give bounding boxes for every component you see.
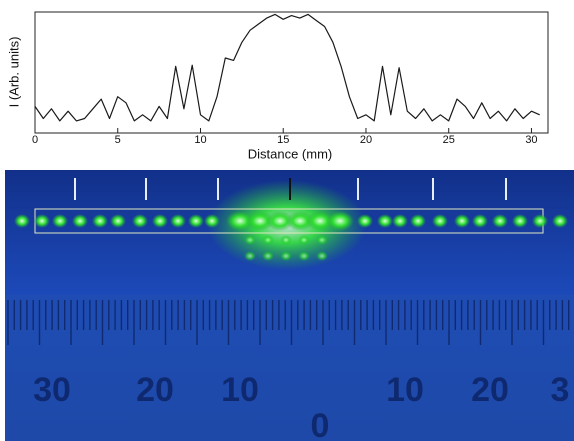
beam-spot — [170, 214, 186, 228]
x-tick-label: 10 — [194, 134, 206, 146]
x-tick-label: 25 — [443, 134, 455, 146]
beam-spot — [72, 214, 88, 228]
scale-label: 0 — [311, 407, 330, 441]
beam-spot — [52, 214, 68, 228]
x-tick-label: 0 — [32, 134, 38, 146]
scale-label: 20 — [136, 371, 174, 409]
beam-spot — [14, 214, 30, 228]
beam-spot — [188, 214, 204, 228]
beam-spot — [110, 214, 126, 228]
beam-spot — [306, 211, 334, 231]
beam-spot — [432, 214, 448, 228]
beam-spot — [152, 214, 168, 228]
beam-spot — [512, 214, 528, 228]
beam-spot — [262, 251, 274, 261]
scale-label: 3 — [551, 371, 570, 409]
beam-spot — [392, 214, 408, 228]
beam-spot — [552, 214, 568, 228]
beam-spot — [246, 211, 274, 231]
beam-spot — [92, 214, 108, 228]
x-axis-label: Distance (mm) — [248, 146, 333, 161]
beam-spot — [280, 251, 292, 261]
beam-spot — [244, 251, 256, 261]
beam-spot — [357, 214, 373, 228]
beam-spot — [266, 211, 294, 231]
beam-spot — [532, 214, 548, 228]
beam-spot — [454, 214, 470, 228]
beam-spot — [298, 235, 310, 245]
beam-spot — [280, 235, 292, 245]
beam-spot — [226, 211, 254, 231]
beam-spot — [298, 251, 310, 261]
scale-label: 20 — [471, 371, 509, 409]
ruler — [5, 295, 574, 441]
y-axis-label: I (Arb. units) — [6, 37, 21, 108]
beam-spot — [316, 251, 328, 261]
photo: 30 20 10 0 10 20 3 — [5, 170, 574, 441]
x-tick-label: 15 — [277, 134, 289, 146]
beam-spot — [244, 235, 256, 245]
x-tick-label: 5 — [115, 134, 121, 146]
beam-spot — [204, 214, 220, 228]
plot-frame — [34, 11, 549, 134]
scale-label: 30 — [33, 371, 71, 409]
beam-spot — [472, 214, 488, 228]
x-tick-label: 20 — [360, 134, 372, 146]
beam-spot — [286, 211, 314, 231]
beam-spot — [34, 214, 50, 228]
beam-spot — [316, 235, 328, 245]
beam-spot — [377, 214, 393, 228]
scale-label: 10 — [386, 371, 424, 409]
scale-label: 10 — [221, 371, 259, 409]
x-tick-label: 30 — [525, 134, 537, 146]
beam-spot — [326, 211, 354, 231]
beam-spot — [492, 214, 508, 228]
beam-spot — [262, 235, 274, 245]
beam-spot — [132, 214, 148, 228]
beam-spot — [410, 214, 426, 228]
data-line — [34, 13, 540, 122]
